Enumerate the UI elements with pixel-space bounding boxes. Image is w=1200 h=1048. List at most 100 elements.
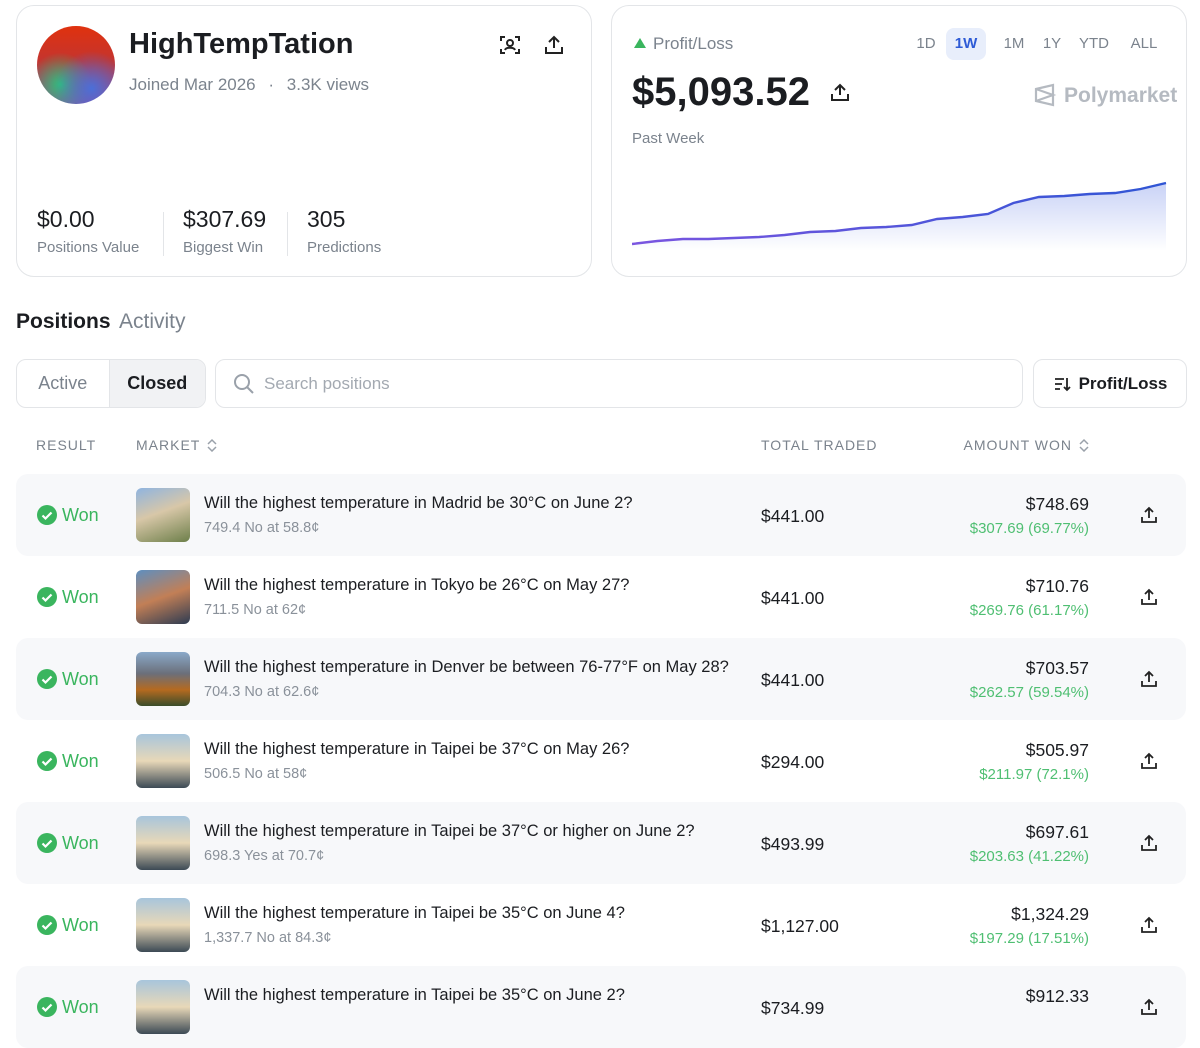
result: Won [62, 915, 99, 935]
separator: · [268, 75, 275, 94]
check-circle [37, 915, 57, 935]
gain: $203.63 (41.22%) [969, 848, 1089, 865]
tab[interactable]: Activity [119, 310, 186, 333]
check-mark [41, 839, 53, 849]
won-icon [37, 505, 57, 525]
won-icon [37, 915, 57, 935]
profile-card: HighTempTation Joined Mar 2026 · 3.3K vi… [16, 5, 592, 277]
header-text: RESULT [36, 437, 97, 453]
position-row[interactable]: Won Will the highest temperature in Taipe… [16, 720, 1186, 802]
market-thumbnail [136, 652, 190, 706]
total-traded: $441.00 [761, 506, 825, 526]
stat-label: Predictions [307, 239, 382, 256]
pnl-label: Profit/Loss [653, 34, 734, 53]
range-tab[interactable]: 1Y [1042, 35, 1062, 52]
share-icon[interactable] [543, 34, 565, 56]
sort-icon [1054, 377, 1071, 391]
amount-won: $505.97 [1025, 740, 1089, 760]
stat-value: $307.69 [183, 206, 267, 232]
position-row[interactable]: Won Will the highest temperature in Taipe… [16, 884, 1186, 966]
won-icon [37, 751, 57, 771]
gain: $211.97 (72.1%) [979, 766, 1089, 783]
market-thumbnail [136, 570, 190, 624]
share-glyph [1141, 670, 1157, 687]
stat: $307.69 Biggest Win [183, 206, 266, 256]
result: Won [62, 587, 99, 607]
market-detail: 711.5 No at 62¢ [204, 602, 307, 618]
total-traded: $441.00 [761, 670, 825, 690]
sort-button[interactable]: Profit/Loss [1033, 359, 1187, 408]
filter[interactable]: Closed [108, 360, 205, 407]
views: 3.3K views [286, 75, 369, 94]
market-title: Will the highest temperature in Taipei b… [204, 822, 695, 840]
total-traded: $1,127.00 [761, 916, 839, 936]
gain: $269.76 (61.17%) [969, 602, 1089, 619]
search-placeholder: Search positions [264, 374, 390, 393]
amount-won: $748.69 [1025, 494, 1089, 514]
stat: $0.00 Positions Value [37, 206, 139, 256]
share-glyph [1141, 998, 1157, 1015]
share-icon[interactable] [1140, 588, 1158, 606]
market-detail: 698.3 Yes at 70.7¢ [204, 848, 325, 864]
search-box[interactable]: Search positions [215, 359, 1023, 408]
total-traded: $294.00 [761, 752, 825, 772]
search-icon [234, 374, 254, 394]
share-icon[interactable] [1140, 998, 1158, 1016]
scan-icon[interactable] [499, 34, 521, 56]
sort-arrows [207, 438, 217, 453]
stats: $0.00 Positions Value $307.69 Biggest Win 30… [37, 206, 577, 266]
range-tab[interactable]: 1D [916, 35, 936, 52]
gain: $307.69 (69.77%) [969, 520, 1089, 537]
sort-icon[interactable] [1078, 438, 1090, 453]
position-row[interactable]: Won Will the highest temperature in Taipe… [16, 802, 1186, 884]
stat-value: $0.00 [37, 206, 95, 232]
won-icon [37, 833, 57, 853]
stat: 305 Predictions [307, 206, 381, 256]
gain: $197.29 (17.51%) [969, 930, 1089, 947]
check-circle [37, 751, 57, 771]
filter[interactable]: Active [38, 373, 88, 393]
market-title: Will the highest temperature in Tokyo be… [204, 576, 630, 594]
sort-icon[interactable] [206, 438, 218, 453]
stat-value: 305 [307, 206, 346, 232]
share-icon[interactable] [1140, 916, 1158, 934]
result: Won [62, 997, 99, 1017]
divider [163, 212, 164, 256]
column-header: MARKET [136, 437, 218, 453]
range-tab[interactable]: 1M [1003, 35, 1025, 52]
brand: Polymarket [1064, 84, 1178, 107]
position-row[interactable]: Won Will the highest temperature in Denve… [16, 638, 1186, 720]
check-mark [41, 511, 53, 521]
market-thumbnail [136, 488, 190, 542]
check-mark [41, 593, 53, 603]
share-icon[interactable] [830, 82, 850, 102]
range-tab[interactable]: ALL [1130, 35, 1158, 52]
filter-group: Active Closed [16, 359, 206, 408]
up-triangle [634, 38, 646, 48]
column-header: AMOUNT WON [963, 437, 1090, 453]
share-icon[interactable] [1140, 834, 1158, 852]
amount-won: $912.33 [1025, 986, 1089, 1006]
page: HighTempTation Joined Mar 2026 · 3.3K vi… [16, 5, 1187, 1034]
check-circle [37, 587, 57, 607]
position-row[interactable]: Won Will the highest temperature in Madri… [16, 474, 1186, 556]
market-title: Will the highest temperature in Taipei b… [204, 986, 625, 1004]
share-icon[interactable] [1140, 670, 1158, 688]
market-title: Will the highest temperature in Taipei b… [204, 904, 625, 922]
share-icon[interactable] [1140, 506, 1158, 524]
amount-won: $1,324.29 [1011, 904, 1089, 924]
range-tab[interactable]: 1W [946, 28, 986, 60]
share-icon[interactable] [1140, 752, 1158, 770]
root: HighTempTation Joined Mar 2026 · 3.3K vi… [16, 5, 1187, 1034]
position-row[interactable]: Won Will the highest temperature in Tokyo… [16, 556, 1186, 638]
header-text: AMOUNT WON [963, 437, 1072, 453]
market-title: Will the highest temperature in Denver b… [204, 658, 729, 676]
total-traded: $441.00 [761, 588, 825, 608]
tab[interactable]: Positions [16, 310, 111, 333]
position-row[interactable]: Won Will the highest temperature in Taipe… [16, 966, 1186, 1048]
share-glyph [1141, 834, 1157, 851]
check-mark [41, 675, 53, 685]
sort-arrows [1079, 438, 1089, 453]
market-detail: 506.5 No at 58¢ [204, 766, 308, 782]
range-tab[interactable]: YTD [1079, 35, 1109, 52]
